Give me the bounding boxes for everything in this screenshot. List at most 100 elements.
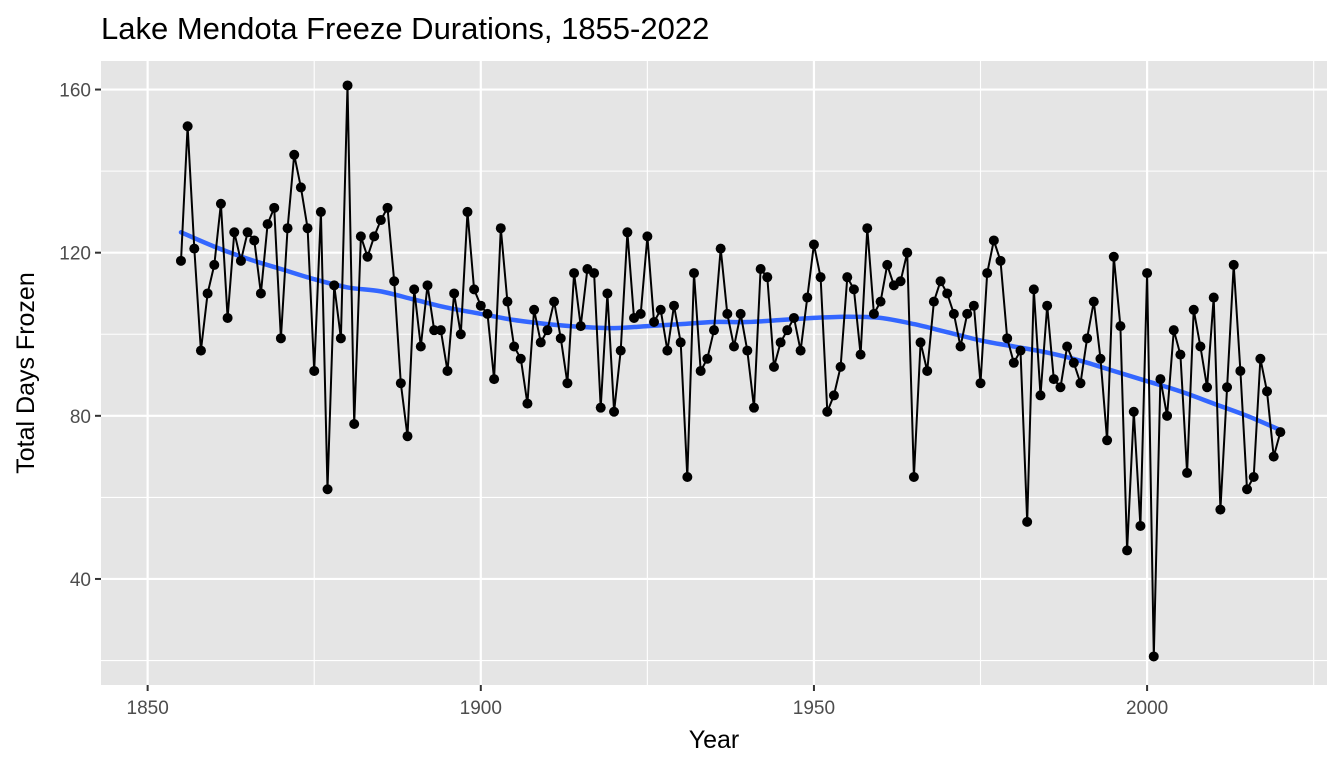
data-point [1155, 374, 1166, 385]
data-point [669, 300, 680, 311]
data-point [182, 121, 193, 132]
data-point [948, 308, 959, 319]
data-point [968, 300, 979, 311]
data-point [1268, 451, 1279, 462]
data-point [682, 472, 693, 482]
data-point [202, 288, 213, 299]
plot-panel [101, 61, 1327, 685]
data-point [255, 288, 266, 299]
data-point [469, 284, 480, 295]
data-point [935, 276, 946, 287]
data-point [908, 472, 919, 482]
data-point [1108, 251, 1119, 262]
data-point [495, 223, 506, 234]
data-point [602, 288, 613, 299]
data-point [362, 251, 373, 262]
data-point [975, 378, 986, 389]
data-point [1115, 321, 1126, 332]
data-point [649, 317, 660, 328]
data-point [569, 268, 580, 279]
data-point [875, 296, 886, 307]
data-point [515, 353, 526, 364]
data-point [595, 402, 606, 413]
data-point [335, 333, 346, 344]
data-point [549, 296, 560, 307]
data-point [209, 259, 220, 270]
smooth-layer [178, 230, 1283, 433]
data-point [822, 406, 833, 417]
tick-labels: 1850 1900 1950 2000 40 80 120 160 [59, 81, 1168, 719]
data-point [928, 296, 939, 307]
data-point [1235, 365, 1246, 376]
y-tick-label: 160 [59, 81, 91, 102]
loess-smooth-line [178, 230, 1283, 433]
data-point [395, 378, 406, 389]
x-axis-title: Year [689, 726, 740, 754]
data-point [529, 304, 540, 315]
data-point [768, 361, 779, 372]
freeze-duration-line [180, 84, 1282, 658]
data-point [795, 345, 806, 356]
data-point [522, 398, 533, 409]
data-point [1062, 341, 1073, 352]
data-point [1255, 353, 1266, 364]
data-point [1015, 345, 1026, 356]
data-point [262, 219, 273, 230]
data-point [289, 149, 300, 160]
data-point [1122, 545, 1133, 556]
data-point [1022, 516, 1033, 527]
data-point [1168, 325, 1179, 336]
data-point [942, 288, 953, 299]
data-point [269, 202, 280, 213]
data-point [562, 378, 573, 389]
data-point [475, 300, 486, 311]
data-point [655, 304, 666, 315]
data-point [748, 402, 759, 413]
data-point [382, 202, 393, 213]
data-point [1028, 284, 1039, 295]
data-point [462, 206, 473, 217]
data-point [195, 345, 206, 356]
data-point [542, 325, 553, 336]
data-point [589, 268, 600, 279]
data-point [635, 308, 646, 319]
data-point [1228, 259, 1239, 270]
data-point [449, 288, 460, 299]
data-point [1068, 357, 1079, 368]
data-layer [175, 80, 1286, 662]
data-point [1095, 353, 1106, 364]
data-point [808, 239, 819, 250]
y-tick-label: 80 [70, 407, 91, 428]
x-tick-label: 1850 [127, 698, 169, 719]
x-tick-label: 1900 [460, 698, 502, 719]
data-point [409, 284, 420, 295]
data-point [422, 280, 433, 291]
data-point [915, 337, 926, 348]
data-point [609, 406, 620, 417]
data-point [1055, 382, 1066, 393]
data-point [509, 341, 520, 352]
data-point [1275, 427, 1286, 438]
data-point [1262, 386, 1273, 397]
data-point [415, 341, 426, 352]
data-point [882, 259, 893, 270]
data-point [402, 431, 413, 442]
data-point [1008, 357, 1019, 368]
data-point [282, 223, 293, 234]
data-point [1182, 467, 1193, 478]
data-point [302, 223, 313, 234]
data-point [842, 272, 853, 283]
data-point [1162, 410, 1173, 421]
data-point [355, 231, 366, 242]
data-point [1202, 382, 1213, 393]
data-point [855, 349, 866, 360]
data-point [815, 272, 826, 283]
data-point [709, 325, 719, 336]
data-point [902, 247, 913, 258]
data-point [235, 255, 246, 266]
data-point [315, 206, 326, 217]
y-tick-label: 40 [70, 570, 91, 591]
data-point [342, 80, 353, 91]
data-point [828, 390, 839, 401]
data-point [455, 329, 466, 340]
